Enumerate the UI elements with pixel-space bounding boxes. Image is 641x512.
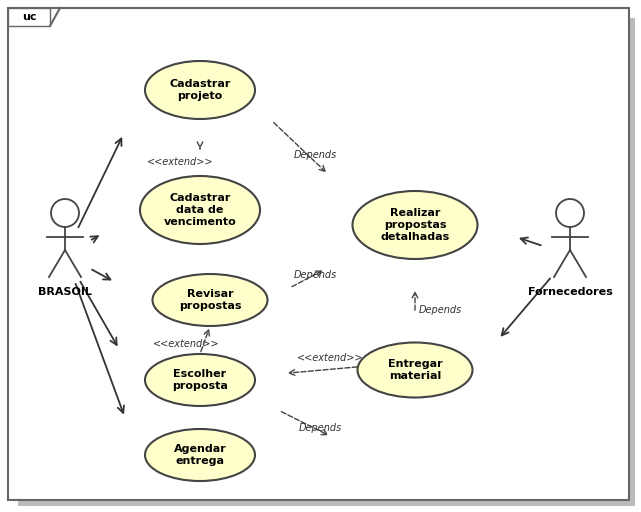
Ellipse shape xyxy=(153,274,267,326)
Text: Realizar
propostas
detalhadas: Realizar propostas detalhadas xyxy=(380,208,449,242)
Text: Cadastrar
projeto: Cadastrar projeto xyxy=(169,79,231,101)
Text: Entregar
material: Entregar material xyxy=(388,359,442,381)
Ellipse shape xyxy=(353,191,478,259)
Text: Agendar
entrega: Agendar entrega xyxy=(174,444,226,466)
Ellipse shape xyxy=(358,343,472,397)
Ellipse shape xyxy=(140,176,260,244)
Text: Depends: Depends xyxy=(419,305,462,315)
Ellipse shape xyxy=(145,61,255,119)
Text: Depends: Depends xyxy=(294,150,337,160)
Text: <<extend>>: <<extend>> xyxy=(147,157,213,167)
Text: uc: uc xyxy=(22,12,37,22)
Text: Escolher
proposta: Escolher proposta xyxy=(172,369,228,391)
Text: BRASOIL: BRASOIL xyxy=(38,287,92,297)
Ellipse shape xyxy=(145,354,255,406)
Text: Cadastrar
data de
vencimento: Cadastrar data de vencimento xyxy=(163,194,237,227)
Text: Depends: Depends xyxy=(294,270,337,280)
Text: Fornecedores: Fornecedores xyxy=(528,287,612,297)
Ellipse shape xyxy=(145,429,255,481)
Bar xyxy=(8,8,50,26)
Text: <<extend>>: <<extend>> xyxy=(153,339,219,349)
Text: Depends: Depends xyxy=(298,423,342,433)
Text: Revisar
propostas: Revisar propostas xyxy=(179,289,241,311)
Text: <<extend>>: <<extend>> xyxy=(297,353,363,363)
